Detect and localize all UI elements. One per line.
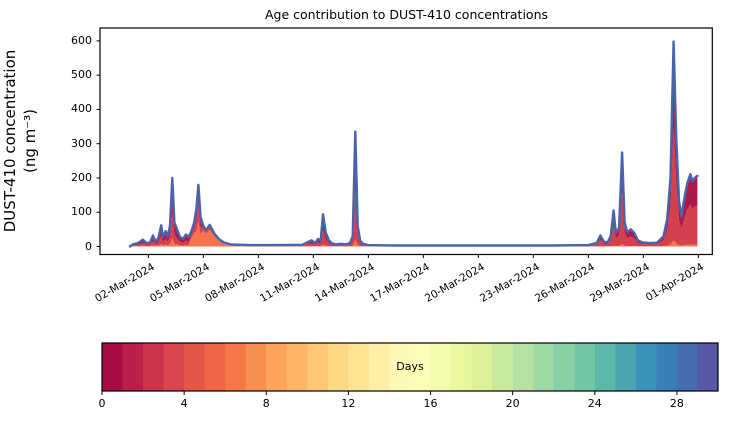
colorbar-cell	[348, 343, 370, 391]
colorbar-cell	[512, 343, 534, 391]
y-tick-label: 600	[71, 33, 92, 47]
colorbar-cell	[102, 343, 123, 391]
colorbar-cell	[594, 343, 616, 391]
colorbar-cell	[410, 343, 431, 391]
colorbar-cell	[245, 343, 267, 391]
colorbar-cell	[451, 343, 472, 391]
colorbar-cell	[430, 343, 452, 391]
colorbar-tick-label: 4	[180, 397, 188, 410]
colorbar-cell	[122, 343, 144, 391]
colorbar-cell	[225, 343, 247, 391]
y-tick-label: 500	[71, 68, 92, 82]
y-axis-label-line2: (ng m⁻³)	[21, 108, 40, 174]
y-tick-label: 400	[71, 102, 92, 116]
colorbar-cell	[635, 343, 657, 391]
y-tick-label: 0	[85, 239, 92, 253]
y-axis-label-line1: DUST-410 concentration	[1, 49, 19, 233]
colorbar-cell	[143, 343, 164, 391]
colorbar-frame	[101, 342, 719, 392]
y-tick-label: 300	[71, 136, 92, 150]
colorbar-cell	[368, 343, 390, 391]
colorbar-tick-label: 16	[423, 397, 438, 410]
colorbar-cell	[327, 343, 349, 391]
colorbar-cell	[266, 343, 288, 391]
y-tick-label: 200	[71, 170, 92, 184]
colorbar-cell	[697, 343, 719, 391]
colorbar-tick-label: 28	[669, 397, 684, 410]
colorbar-tick-label: 12	[341, 397, 356, 410]
colorbar-cell	[204, 343, 226, 391]
colorbar-cell	[553, 343, 575, 391]
colorbar-cell	[574, 343, 596, 391]
colorbar-tick-label: 8	[262, 397, 270, 410]
total-outline	[128, 40, 699, 248]
chart-title: Age contribution to DUST-410 concentrati…	[264, 7, 549, 22]
colorbar-label: Days	[396, 360, 424, 373]
colorbar-tick-label: 0	[98, 397, 106, 410]
colorbar-cell	[615, 343, 637, 391]
colorbar-tick-label: 24	[587, 397, 602, 410]
colorbar-cell	[471, 343, 493, 391]
colorbar-cell	[656, 343, 678, 391]
colorbar-cell	[163, 343, 185, 391]
colorbar-tick-label: 20	[505, 397, 520, 410]
colorbar-cell	[184, 343, 205, 391]
colorbar-cell	[286, 343, 308, 391]
colorbar-cell	[676, 343, 698, 391]
colorbar-cell	[492, 343, 513, 391]
colorbar-cell	[389, 343, 411, 391]
axes-frame	[99, 27, 713, 256]
y-tick-label: 100	[71, 205, 92, 219]
colorbar-cell	[307, 343, 329, 391]
colorbar-cell	[533, 343, 555, 391]
